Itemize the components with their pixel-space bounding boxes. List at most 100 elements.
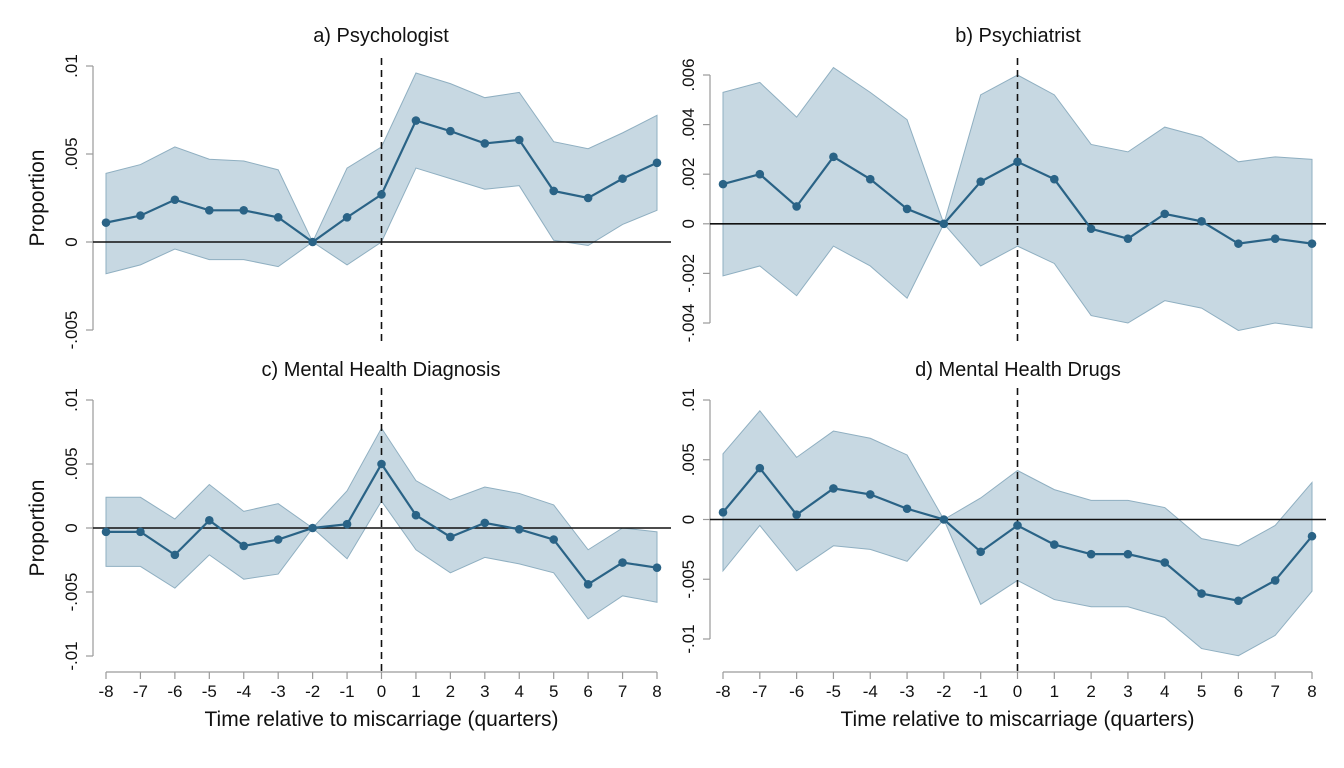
y-tick-label: 0 xyxy=(679,219,698,228)
estimate-point xyxy=(1234,596,1243,606)
x-tick-label: -8 xyxy=(98,682,113,701)
y-axis-title: Proportion xyxy=(26,150,49,247)
estimate-point xyxy=(1086,224,1096,234)
y-tick-label: .005 xyxy=(679,443,698,476)
estimate-point xyxy=(1123,234,1133,243)
estimate-point xyxy=(480,518,490,528)
y-tick-label: .002 xyxy=(679,158,698,191)
estimate-point xyxy=(1013,521,1022,530)
y-tick-label: 0 xyxy=(62,523,81,532)
y-tick-label: .004 xyxy=(679,108,698,141)
x-tick-label: -2 xyxy=(936,682,951,701)
x-tick-label: -5 xyxy=(202,682,217,701)
estimate-point xyxy=(136,211,145,220)
x-tick-label: 6 xyxy=(583,682,592,701)
estimate-point xyxy=(411,510,421,520)
estimate-point xyxy=(1197,589,1206,598)
estimate-point xyxy=(618,174,627,183)
panel-psychologist: a) Psychologist -.005 0 .005 .01 Proportion xyxy=(26,25,671,349)
estimate-point xyxy=(1160,209,1170,219)
estimate-point xyxy=(902,204,912,214)
x-tick-label: -4 xyxy=(863,682,878,701)
estimate-point xyxy=(170,550,180,560)
estimate-point xyxy=(377,190,386,199)
panel-title: d) Mental Health Drugs xyxy=(915,359,1121,381)
x-tick-label: 6 xyxy=(1234,682,1243,701)
x-tick-label: -2 xyxy=(305,682,320,701)
estimate-point xyxy=(514,135,524,145)
x-tick-label: -7 xyxy=(133,682,148,701)
estimate-point xyxy=(1123,549,1133,559)
x-tick-label: 4 xyxy=(515,682,524,701)
estimate-point xyxy=(1234,239,1243,248)
y-tick-label: .005 xyxy=(62,447,81,480)
x-tick-label: -8 xyxy=(715,682,730,701)
x-tick-label: 4 xyxy=(1160,682,1169,701)
estimate-point xyxy=(1307,239,1317,248)
estimate-point xyxy=(549,535,558,544)
estimate-point xyxy=(446,126,455,136)
x-tick-label: -3 xyxy=(900,682,915,701)
estimate-point xyxy=(618,558,627,567)
x-axis-title: Time relative to miscarriage (quarters) xyxy=(205,708,559,731)
y-tick-label: -.005 xyxy=(679,560,698,599)
estimate-point xyxy=(583,580,593,589)
estimate-point xyxy=(308,523,317,533)
estimate-point xyxy=(136,527,145,537)
estimate-point xyxy=(829,484,838,493)
x-tick-label: -5 xyxy=(826,682,841,701)
estimate-point xyxy=(583,193,593,203)
panel-title: b) Psychiatrist xyxy=(955,25,1081,47)
confidence-band xyxy=(722,66,1313,331)
x-axis-title: Time relative to miscarriage (quarters) xyxy=(841,708,1195,731)
estimate-point xyxy=(101,218,111,227)
estimate-point xyxy=(755,463,765,473)
estimate-point xyxy=(1050,174,1059,184)
y-tick-label: -.01 xyxy=(62,641,81,670)
estimate-point xyxy=(976,177,985,186)
x-tick-label: -7 xyxy=(752,682,767,701)
x-tick-label: -1 xyxy=(973,682,988,701)
panel-title: c) Mental Health Diagnosis xyxy=(262,359,501,381)
estimate-point xyxy=(718,179,728,189)
estimate-point xyxy=(411,116,421,125)
x-tick-label: 1 xyxy=(411,682,420,701)
estimate-point xyxy=(1197,217,1206,226)
x-tick-label: 5 xyxy=(549,682,558,701)
x-tick-label: 5 xyxy=(1197,682,1206,701)
y-tick-label: -.002 xyxy=(679,254,698,293)
y-tick-label: .005 xyxy=(62,137,81,170)
estimate-point xyxy=(718,508,728,517)
y-tick-label: -.01 xyxy=(679,624,698,653)
estimate-point xyxy=(902,504,912,514)
estimate-point xyxy=(549,186,558,196)
y-tick-label: -.004 xyxy=(679,304,698,343)
estimate-point xyxy=(101,527,111,537)
estimate-point xyxy=(939,515,949,524)
panel-title: a) Psychologist xyxy=(313,25,449,47)
estimate-point xyxy=(829,152,838,162)
estimate-point xyxy=(1013,157,1022,167)
confidence-band xyxy=(105,72,658,275)
y-tick-label: 0 xyxy=(679,515,698,524)
x-tick-label: 7 xyxy=(1270,682,1279,701)
y-tick-label: -.005 xyxy=(62,573,81,612)
confidence-band xyxy=(105,427,658,620)
estimate-point xyxy=(170,195,180,205)
estimate-point xyxy=(1050,540,1059,549)
estimate-point xyxy=(1160,558,1170,567)
x-tick-label: 3 xyxy=(480,682,489,701)
estimate-point xyxy=(976,547,985,557)
x-tick-label: -4 xyxy=(236,682,251,701)
x-tick-label: 2 xyxy=(446,682,455,701)
estimate-point xyxy=(1270,576,1280,585)
estimate-point xyxy=(239,206,249,215)
x-tick-label: 7 xyxy=(618,682,627,701)
y-tick-label: .01 xyxy=(679,388,698,412)
estimate-point xyxy=(652,563,662,572)
y-axis-title: Proportion xyxy=(26,480,49,577)
x-tick-label: 0 xyxy=(1013,682,1022,701)
estimate-point xyxy=(239,541,249,551)
panel-mental-health-drugs: d) Mental Health Drugs -.01 -.005 0 .005 .01 -… xyxy=(679,359,1326,731)
